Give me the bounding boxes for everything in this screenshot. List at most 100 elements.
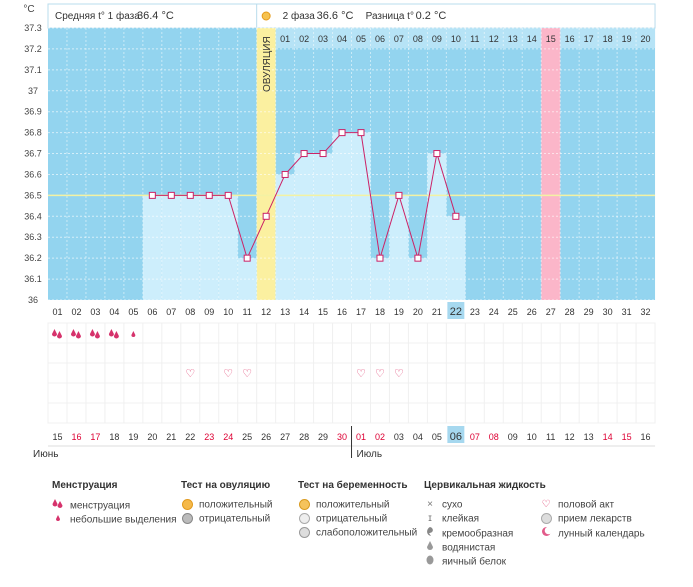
- calendar-date-label: 16: [71, 432, 81, 442]
- temperature-point: [376, 254, 384, 262]
- cycle-day-label: 08: [185, 307, 195, 317]
- heart-icon: ♡: [356, 368, 366, 380]
- blood-drop-icon: [75, 331, 81, 339]
- creamy-icon: [424, 526, 436, 542]
- y-tick-label: 36.3: [24, 232, 42, 242]
- calendar-date-label: 13: [584, 432, 594, 442]
- blood-drop-double-icon: [52, 498, 64, 514]
- cycle-day-label: 17: [356, 307, 366, 317]
- y-tick-label: 36.2: [24, 253, 42, 263]
- luteal-day-label: 09: [432, 34, 442, 44]
- calendar-date-label: 01: [356, 432, 366, 442]
- luteal-day-label: 01: [280, 34, 290, 44]
- blood-drop-icon: [56, 331, 62, 339]
- temperature-bar: [370, 258, 390, 300]
- y-tick-label: 36.5: [24, 190, 42, 200]
- legend-menstruation: Менструация менструация небольшие выделе…: [52, 480, 177, 526]
- temperature-bar: [389, 195, 409, 300]
- cycle-day-label: 06: [147, 307, 157, 317]
- legend-ovulation-test: Тест на овуляцию положительный отрицател…: [181, 480, 272, 526]
- cycle-day-label: 13: [280, 307, 290, 317]
- cycle-day-label: 31: [622, 307, 632, 317]
- cycle-day-label: 05: [128, 307, 138, 317]
- cycle-day-label: 28: [565, 307, 575, 317]
- temperature-bar: [313, 153, 333, 300]
- calendar-date-label: 24: [223, 432, 233, 442]
- luteal-day-label: 02: [299, 34, 309, 44]
- luteal-day-label: 19: [622, 34, 632, 44]
- heart-icon: ♡: [541, 499, 551, 510]
- sun-icon: [261, 11, 271, 21]
- temperature-point: [414, 254, 422, 262]
- heart-icon: ♡: [375, 368, 385, 380]
- luteal-day-label: 16: [565, 34, 575, 44]
- legend-title: Тест на беременность: [298, 480, 408, 491]
- cycle-day-label: 23: [470, 307, 480, 317]
- calendar-date-label: 11: [546, 432, 555, 442]
- heart-icon: ♡: [242, 368, 252, 380]
- cycle-day-label: 18: [375, 307, 385, 317]
- temperature-point: [224, 191, 232, 199]
- legend-item: небольшие выделения: [52, 512, 177, 526]
- highlight-column: [541, 28, 561, 300]
- cycle-day-label: 19: [394, 307, 404, 317]
- calendar-date-label: 30: [337, 432, 347, 442]
- heart-icon: ♡: [394, 368, 404, 380]
- cycle-day-label: 02: [71, 307, 81, 317]
- y-tick-label: 37.1: [24, 65, 42, 75]
- cycle-day-label: 27: [546, 307, 556, 317]
- temperature-point: [395, 191, 403, 199]
- luteal-day-label: 03: [318, 34, 328, 44]
- legend-item: менструация: [52, 498, 177, 512]
- luteal-day-label: 07: [394, 34, 404, 44]
- luteal-day-label: 17: [584, 34, 594, 44]
- temperature-point: [262, 212, 270, 220]
- y-tick-label: 36.7: [24, 149, 42, 159]
- legend-item: отрицательный: [298, 512, 417, 526]
- calendar-date-label: 05: [432, 432, 442, 442]
- y-tick-label: 37.2: [24, 44, 42, 54]
- legend-other: ♡ половой акт прием лекарств лунный кален…: [540, 480, 645, 540]
- luteal-day-label: 04: [337, 34, 347, 44]
- calendar-date-label: 02: [375, 432, 385, 442]
- luteal-day-label: 15: [546, 34, 556, 44]
- cycle-day-label: 30: [603, 307, 613, 317]
- legend-item: ɪ клейкая: [424, 512, 546, 526]
- calendar-date-label: 15: [52, 432, 62, 442]
- phase1-value: 36.4 °C: [137, 10, 174, 22]
- calendar-date-label: 17: [90, 432, 100, 442]
- cycle-day-label: 09: [204, 307, 214, 317]
- y-tick-label: 36.1: [24, 274, 42, 284]
- test-negative-icon: [181, 512, 193, 526]
- legend-item: × сухо: [424, 498, 546, 512]
- temperature-point: [148, 191, 156, 199]
- calendar-date-label: 12: [565, 432, 575, 442]
- y-tick-label: 36.9: [24, 107, 42, 117]
- temperature-bar: [161, 195, 181, 300]
- temperature-point: [186, 191, 194, 199]
- calendar-date-label: 06: [450, 431, 462, 443]
- cycle-day-label: 32: [641, 307, 651, 317]
- month-label-june: Июнь: [33, 449, 58, 460]
- calendar-date-label: 03: [394, 432, 404, 442]
- calendar-date-label: 08: [489, 432, 499, 442]
- luteal-day-label: 18: [603, 34, 613, 44]
- cycle-day-label: 22: [450, 306, 462, 318]
- summary-header: [47, 3, 656, 29]
- temperature-point: [433, 150, 441, 158]
- y-tick-label: 37.3: [24, 23, 42, 33]
- temperature-point: [167, 191, 175, 199]
- calendar-date-label: 27: [280, 432, 290, 442]
- heart-icon: ♡: [185, 368, 195, 380]
- legend-item: прием лекарств: [540, 512, 645, 526]
- cycle-day-label: 10: [223, 307, 233, 317]
- test-positive-icon: [181, 498, 193, 512]
- calendar-date-label: 04: [413, 432, 423, 442]
- cycle-day-label: 15: [318, 307, 328, 317]
- temperature-bar: [237, 258, 257, 300]
- cycle-day-label: 11: [243, 307, 252, 317]
- legend-item: положительный: [181, 498, 272, 512]
- legend-title: Менструация: [52, 480, 118, 491]
- calendar-date-label: 22: [185, 432, 195, 442]
- legend-item: лунный календарь: [540, 526, 645, 540]
